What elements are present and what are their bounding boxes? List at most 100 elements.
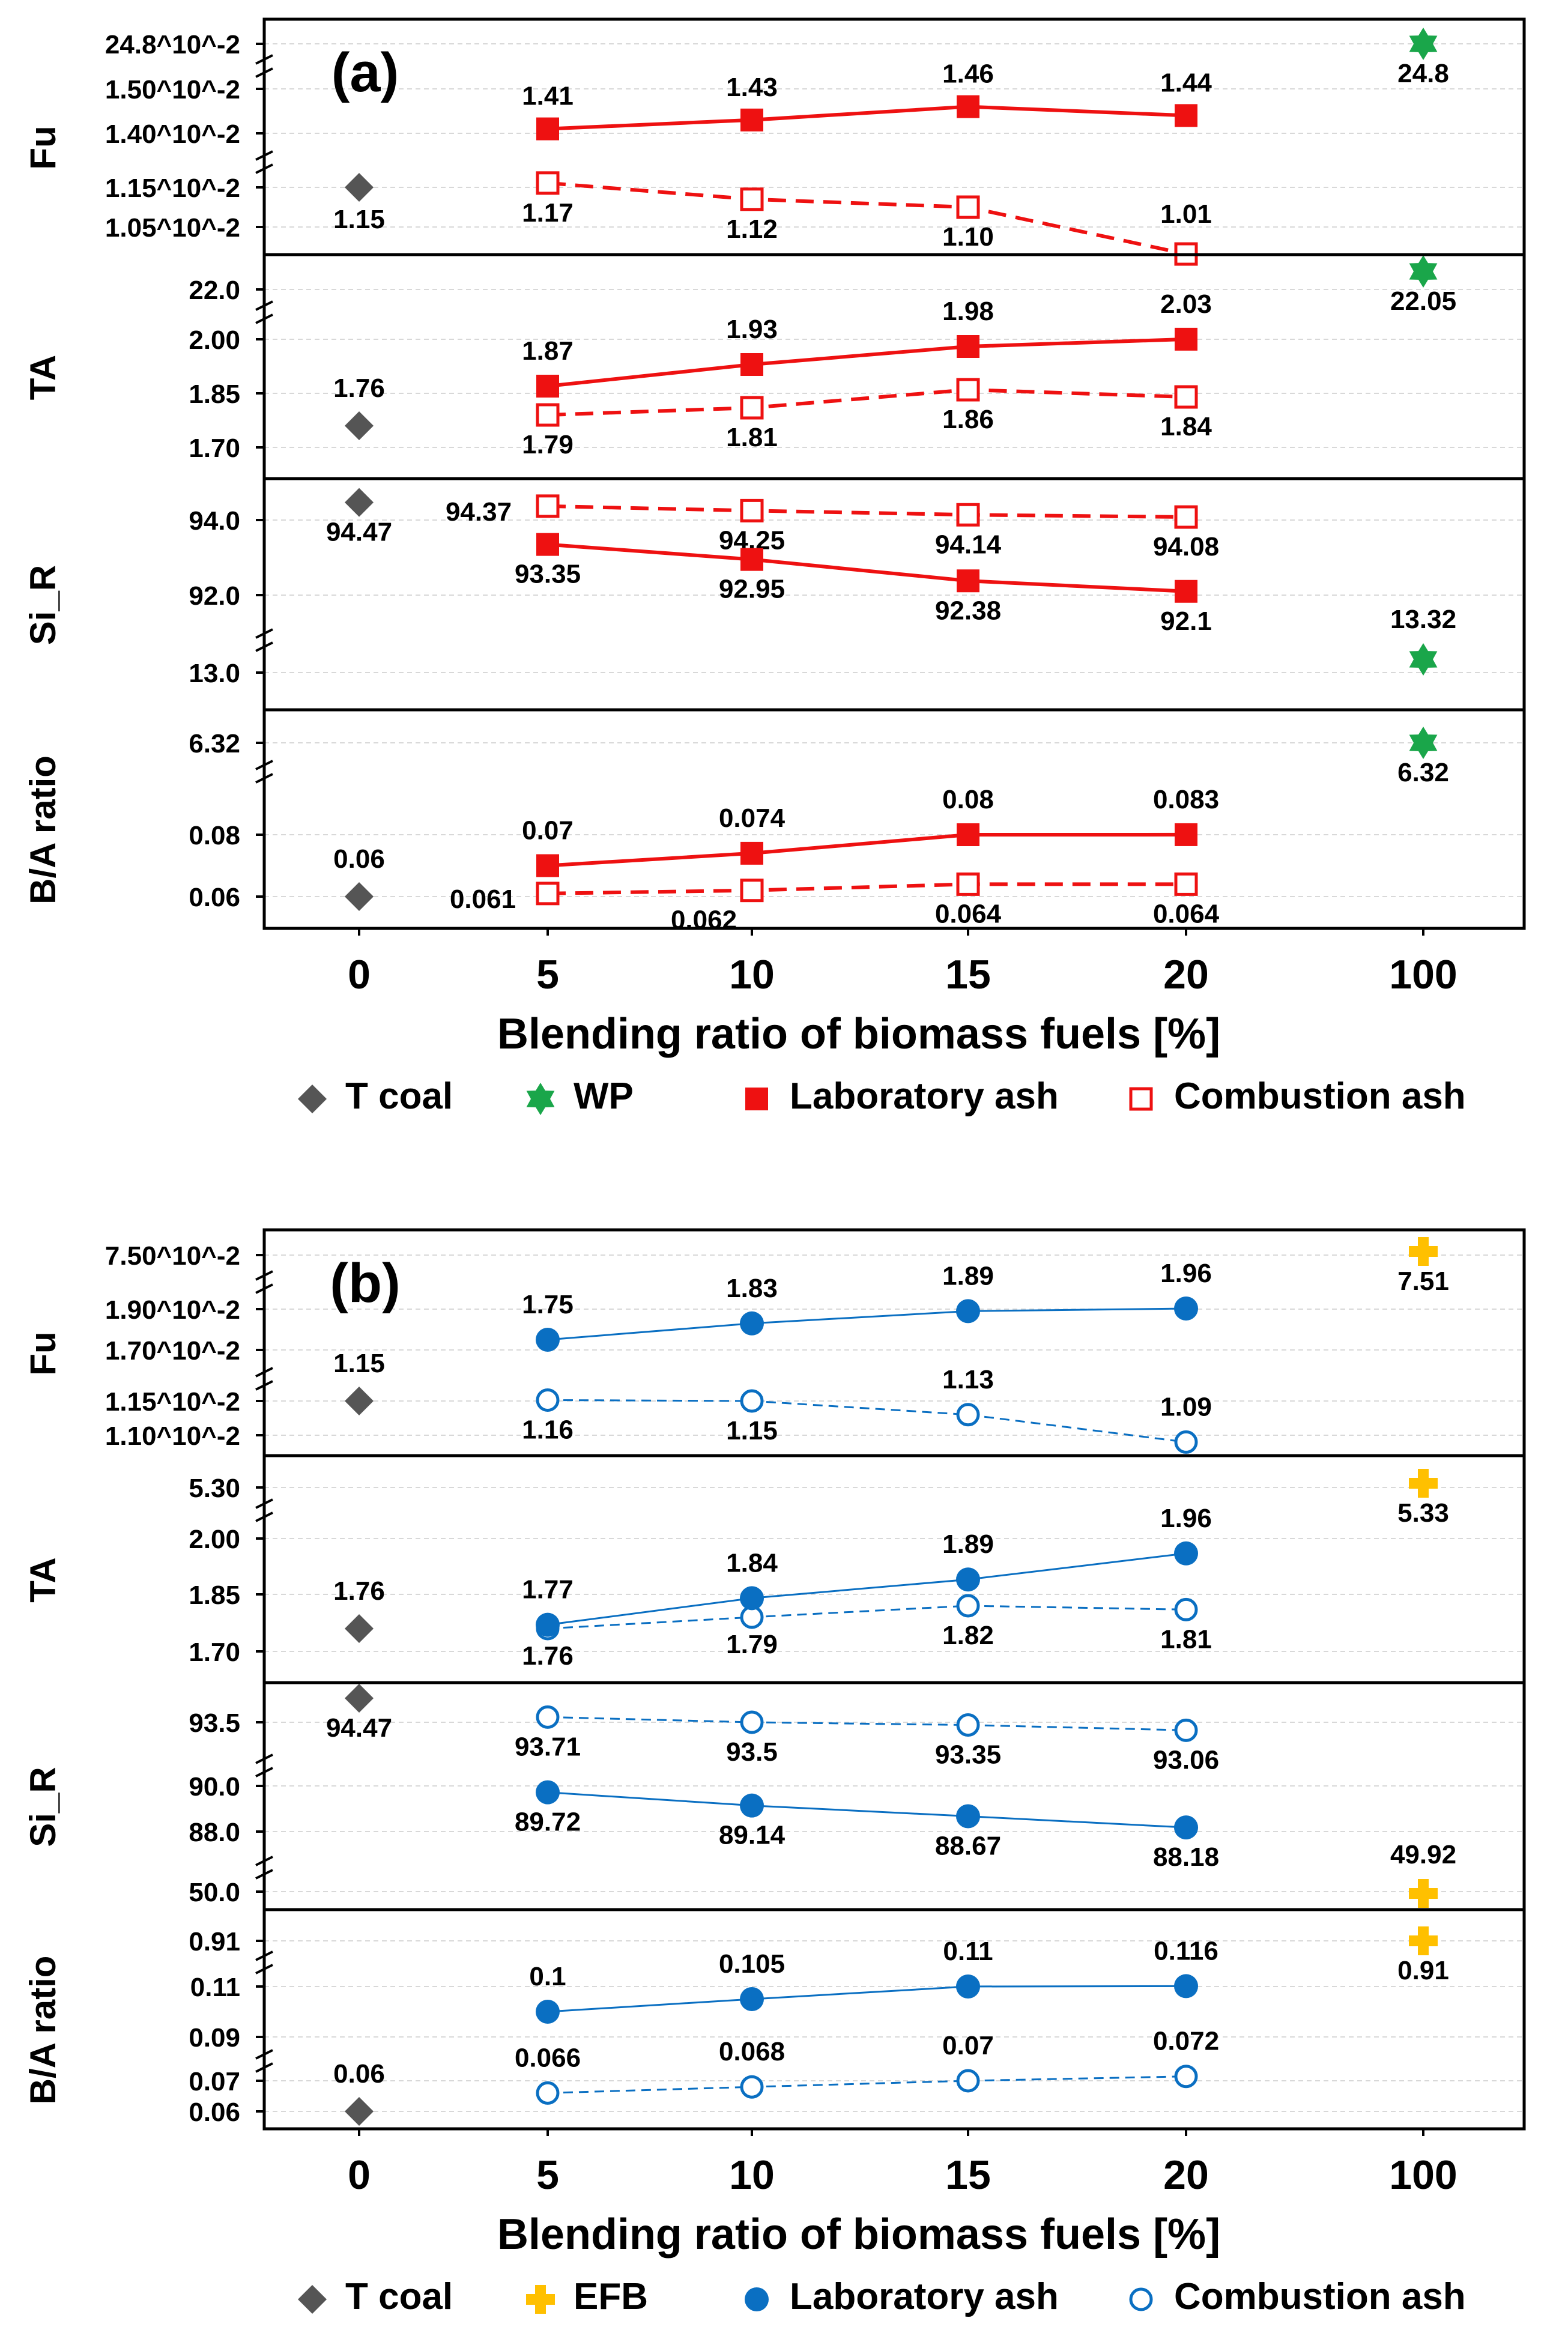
subplot-fu: 7.50^10^-2 1.90^10^-2 1.70^10^-2 1.15^10^-2… bbox=[23, 1237, 1524, 1454]
subplot-ta: 22.0 2.00 1.85 1.70 TA 1.79 1.81 1.86 1.84 1.87 1.… bbox=[23, 253, 1524, 463]
laboratory-ash-point bbox=[1174, 1297, 1198, 1321]
y-tick-label: 1.50^10^-2 bbox=[105, 75, 240, 104]
combustion-ash-point bbox=[1174, 1597, 1198, 1621]
combustion-ash-data-label: 1.81 bbox=[1160, 1624, 1212, 1654]
laboratory-ash-line bbox=[547, 1791, 1187, 1829]
combustion-ash-data-label: 93.06 bbox=[1153, 1745, 1219, 1775]
laboratory-ash-data-label: 1.43 bbox=[726, 73, 778, 102]
legend-item: Combustion ash bbox=[1129, 1076, 1466, 1117]
legend-item: Laboratory ash bbox=[745, 1076, 1059, 1117]
biomass-data-label: 22.05 bbox=[1390, 286, 1456, 316]
biomass-point bbox=[1409, 727, 1438, 759]
laboratory-ash-data-label: 0.1 bbox=[529, 1962, 566, 1991]
legend-label: Laboratory ash bbox=[790, 2276, 1059, 2317]
x-tick-label: 10 bbox=[729, 952, 775, 997]
plot-frame bbox=[262, 1228, 1526, 2131]
laboratory-ash-data-label: 1.89 bbox=[942, 1261, 994, 1291]
y-tick-label: 1.70 bbox=[189, 434, 240, 463]
y-tick-label: 1.70^10^-2 bbox=[105, 1336, 240, 1366]
laboratory-ash-data-label: 93.35 bbox=[515, 560, 581, 589]
y-tick-label: 90.0 bbox=[189, 1772, 240, 1802]
combustion-ash-data-label: 1.10 bbox=[942, 222, 994, 252]
combustion-ash-data-label: 94.08 bbox=[1153, 532, 1219, 561]
y-tick-label: 0.06 bbox=[189, 883, 240, 912]
combustion-ash-point bbox=[956, 378, 980, 402]
laboratory-ash-point bbox=[956, 1974, 980, 1999]
combustion-ash-data-label: 1.79 bbox=[726, 1630, 778, 1659]
y-tick-label: 94.0 bbox=[189, 506, 240, 536]
laboratory-ash-line bbox=[547, 542, 1187, 593]
laboratory-ash-data-label: 1.46 bbox=[942, 59, 994, 89]
t-coal-point bbox=[345, 411, 374, 440]
x-tick-label: 15 bbox=[945, 2152, 991, 2198]
t-coal-point bbox=[345, 488, 374, 517]
subplot-ta: 5.30 2.00 1.85 1.70 TA 1.76 1.79 1.82 1.81 1.77 1.… bbox=[23, 1454, 1524, 1671]
combustion-ash-point bbox=[956, 1713, 980, 1737]
laboratory-ash-point bbox=[1175, 327, 1197, 351]
legend-item: Combustion ash bbox=[1129, 2276, 1466, 2317]
legend-marker bbox=[298, 1085, 327, 1113]
y-tick-label: 0.08 bbox=[189, 821, 240, 850]
biomass-point bbox=[1409, 1926, 1438, 1955]
combustion-ash-point bbox=[956, 2069, 980, 2093]
legend-item: WP bbox=[526, 1076, 634, 1117]
laboratory-ash-point bbox=[1175, 823, 1197, 846]
laboratory-ash-data-label: 88.18 bbox=[1153, 1842, 1219, 1872]
combustion-ash-point bbox=[956, 503, 980, 527]
laboratory-ash-point bbox=[1175, 104, 1197, 127]
combustion-ash-data-label: 1.12 bbox=[726, 214, 778, 244]
y-tick-label: 6.32 bbox=[189, 729, 240, 758]
y-tick-label: 92.0 bbox=[189, 581, 240, 611]
x-axis-label: Blending ratio of biomass fuels [%] bbox=[497, 1010, 1220, 1058]
legend-label: T coal bbox=[345, 2276, 453, 2317]
laboratory-ash-data-label: 1.44 bbox=[1160, 68, 1212, 97]
t-coal-data-label: 1.76 bbox=[333, 374, 385, 403]
laboratory-ash-point bbox=[740, 353, 763, 376]
y-tick-label: 2.00 bbox=[189, 1525, 240, 1554]
combustion-ash-point bbox=[1174, 505, 1198, 529]
combustion-ash-data-label: 1.17 bbox=[522, 198, 574, 228]
y-tick-label: 13.0 bbox=[189, 659, 240, 688]
combustion-ash-line bbox=[547, 1605, 1187, 1630]
t-coal-point bbox=[345, 1387, 374, 1415]
legend-label: EFB bbox=[574, 2276, 648, 2317]
combustion-ash-point bbox=[740, 879, 764, 903]
legend-item: T coal bbox=[298, 1076, 453, 1117]
x-axis-label: Blending ratio of biomass fuels [%] bbox=[497, 2210, 1220, 2259]
t-coal-point bbox=[345, 882, 374, 911]
t-coal-data-label: 1.15 bbox=[333, 1349, 385, 1378]
laboratory-ash-data-label: 1.89 bbox=[942, 1530, 994, 1559]
laboratory-ash-data-label: 2.03 bbox=[1160, 289, 1212, 319]
laboratory-ash-data-label: 0.105 bbox=[719, 1949, 785, 1979]
combustion-ash-point bbox=[740, 1710, 764, 1734]
biomass-point bbox=[1409, 1469, 1438, 1498]
combustion-ash-point bbox=[536, 882, 560, 906]
laboratory-ash-point bbox=[536, 375, 559, 398]
y-tick-label: 1.40^10^-2 bbox=[105, 120, 240, 149]
biomass-data-label: 13.32 bbox=[1390, 605, 1456, 634]
legend-label: Combustion ash bbox=[1174, 2276, 1466, 2317]
x-tick-label: 20 bbox=[1163, 952, 1209, 997]
subplot-b-a-ratio: 0.910.110.090.070.06B/A ratio 0.066 0.068 0… bbox=[23, 1908, 1524, 2127]
y-tick-label: 0.06 bbox=[189, 2098, 240, 2127]
laboratory-ash-line bbox=[547, 1985, 1187, 2013]
combustion-ash-line bbox=[547, 2075, 1187, 2094]
legend-label: Combustion ash bbox=[1174, 1076, 1466, 1117]
combustion-ash-point bbox=[536, 494, 560, 518]
t-coal-point bbox=[345, 2097, 374, 2126]
combustion-ash-data-label: 1.01 bbox=[1160, 199, 1212, 229]
legend-item: Laboratory ash bbox=[745, 2276, 1059, 2317]
legend-marker bbox=[1129, 1087, 1153, 1111]
combustion-ash-line bbox=[547, 504, 1187, 519]
laboratory-ash-data-label: 92.95 bbox=[719, 575, 785, 604]
y-axis-label: Si_R bbox=[23, 1767, 63, 1847]
combustion-ash-point bbox=[740, 498, 764, 522]
y-axis-label: B/A ratio bbox=[23, 1956, 63, 2105]
y-tick-label: 1.70 bbox=[189, 1638, 240, 1667]
combustion-ash-point bbox=[536, 403, 560, 427]
x-tick-label: 0 bbox=[348, 952, 371, 997]
combustion-ash-data-label: 0.07 bbox=[942, 2031, 994, 2060]
x-tick-label: 5 bbox=[536, 952, 559, 997]
y-tick-label: 0.11 bbox=[190, 1973, 240, 2002]
legend-marker bbox=[1129, 2287, 1153, 2311]
